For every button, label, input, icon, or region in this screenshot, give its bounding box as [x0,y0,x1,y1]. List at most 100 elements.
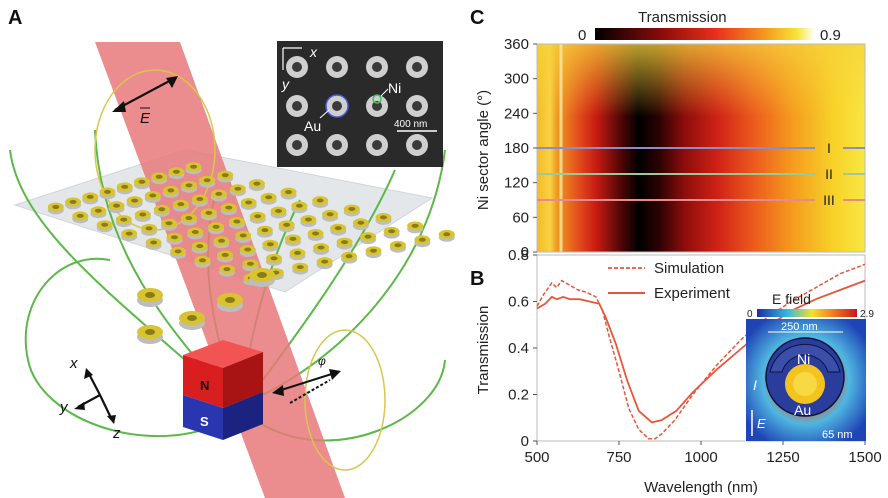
ring-particle [191,194,208,207]
ring-particle [307,228,324,241]
panel-c-label: C [470,7,484,29]
plot-y-tick-label: 0.4 [508,340,529,357]
ring-particle [96,220,113,233]
ring-particle [172,199,189,212]
ring-particle [47,202,64,215]
ring-particle [249,211,266,224]
ring-particle [375,212,392,225]
ring-particle [365,246,382,259]
sem-ring [286,95,308,117]
sem-ring [366,56,388,78]
ni-ring-highlight [372,94,382,104]
ring-particle [260,192,277,205]
ring-particle [300,215,317,228]
ring-particle [249,268,275,287]
plot-y-tick-label: 0.6 [508,294,529,311]
rotation-angle-label: φ [318,354,326,368]
ring-particle [181,180,198,193]
colorbar-min: 0 [578,27,586,44]
ring-particle [292,262,309,275]
sem-ring [406,134,428,156]
ring-particle [218,264,235,277]
ring-particle [284,234,301,247]
angle-marker-label: II [825,166,833,182]
magnet [183,340,263,440]
ring-particle [239,245,256,258]
ring-array [47,162,455,344]
ring-particle [220,203,237,216]
ring-particle [137,325,163,344]
ring-particle [343,204,360,217]
plot-y-tick-label: 0.8 [508,247,529,264]
efield-width-label: 250 nm [781,321,818,333]
ring-particle [213,236,230,249]
axis-x-label: x [69,355,78,372]
scalebar-label: 400 nm [394,119,427,130]
efield-cb-min: 0 [747,309,753,320]
ring-particle [141,223,158,236]
ring-particle [312,196,329,208]
angle-marker-label: I [827,140,831,156]
ring-particle [168,167,185,180]
ring-particle [121,229,138,242]
polarization-arrows [272,369,341,404]
ring-particle [280,187,297,200]
ring-particle [256,225,273,238]
inset-au-pointer [319,109,330,119]
panel-a: A E [8,7,455,498]
ring-particle [229,184,246,197]
ring-particle [115,215,132,228]
ring-particle [194,255,211,268]
ring-particle [262,239,279,252]
ring-particle [151,172,168,185]
ring-particle [72,211,89,224]
ring-particle [208,222,225,235]
plot-y-label: Transmission [475,306,492,395]
ring-particle [240,197,257,210]
colorbar-max: 0.9 [820,27,841,44]
ring-particle [185,162,202,175]
angle-marker-label: III [823,192,835,208]
ring-particle [82,192,99,205]
sem-ring [366,134,388,156]
ring-particle [235,230,252,243]
ring-particle [228,217,245,229]
sem-ring [286,56,308,78]
ring-particle [166,232,183,245]
ring-particle [90,206,107,219]
ring-particle [133,177,150,190]
ring-particle [242,259,259,272]
ring-particle [134,209,151,222]
heatmap-y-tick-label: 120 [504,175,529,192]
efield-au-label: Au [794,402,811,418]
ring-particle [265,253,282,266]
ring-particle [389,240,406,253]
ring-particle [161,218,178,231]
efield-e-label: E [757,416,766,431]
ring-particle [438,229,455,242]
efield-colorbar [757,309,857,317]
plot-x-label: Wavelength (nm) [644,479,758,496]
efield-gap-label: 65 nm [822,429,853,441]
heatmap-y-tick-label: 0 [521,244,529,261]
inset-y-label: y [281,76,290,92]
sem-inset: x y Au Ni 400 nm [277,41,443,167]
heatmap-y-tick-label: 180 [504,140,529,157]
ring-particle [248,179,265,192]
efield-cb-max: 2.9 [860,309,874,320]
ring-particle [278,220,295,233]
efield-inset: E field 0 2.9 250 nm Ni Au I E 65 nm [746,291,874,441]
efield-current-label: I [753,377,757,393]
sem-ring [406,56,428,78]
plot-x-tick-label: 1500 [848,449,881,466]
ring-particle [180,213,197,226]
axis-y-label: y [59,399,69,416]
ring-particle [217,293,243,312]
plot-y-tick-label: 0.2 [508,387,529,404]
ring-particle [200,208,217,221]
e-field-label: E [140,110,151,127]
ring-particle [108,201,125,214]
plot-y-tick-label: 0 [521,433,529,450]
ring-particle [330,223,347,236]
